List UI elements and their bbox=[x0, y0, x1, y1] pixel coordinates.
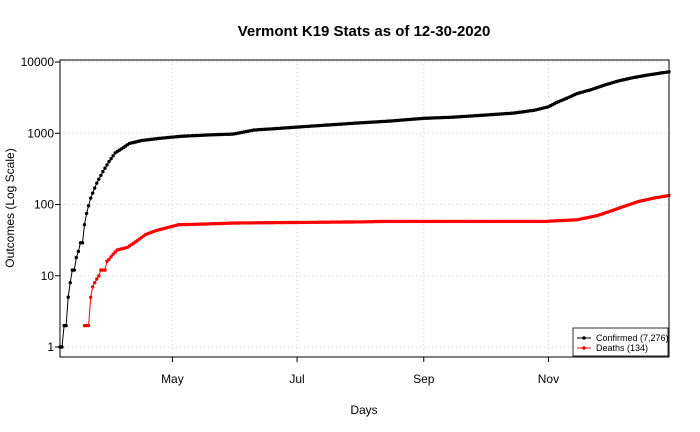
confirmed-point bbox=[111, 154, 115, 158]
x-axis: May Jul Sep Nov bbox=[161, 357, 559, 386]
confirmed-line bbox=[60, 71, 670, 348]
confirmed-point bbox=[82, 223, 87, 227]
y-tick-label: 1000 bbox=[27, 126, 54, 140]
chart-title: Vermont K19 Stats as of 12-30-2020 bbox=[238, 23, 491, 40]
x-tick-label: May bbox=[161, 372, 184, 386]
y-tick-label: 1 bbox=[47, 340, 54, 354]
grid bbox=[60, 60, 669, 357]
deaths-point bbox=[107, 257, 111, 261]
confirmed-point bbox=[101, 169, 105, 174]
deaths-point bbox=[111, 252, 115, 256]
deaths-point bbox=[97, 274, 101, 278]
confirmed-point bbox=[86, 204, 91, 208]
confirmed-point bbox=[91, 191, 95, 195]
legend-confirmed-label: Confirmed (7,276) bbox=[596, 333, 669, 343]
confirmed-point bbox=[76, 249, 81, 254]
confirmed-point bbox=[89, 196, 93, 200]
legend-deaths-marker bbox=[582, 346, 586, 350]
confirmed-point bbox=[93, 186, 97, 190]
deaths-point bbox=[91, 285, 95, 289]
confirmed-point bbox=[64, 323, 68, 328]
deaths-point bbox=[93, 281, 97, 285]
confirmed-point bbox=[66, 295, 70, 299]
x-tick-label: Sep bbox=[413, 372, 435, 386]
confirmed-point bbox=[74, 255, 79, 260]
y-tick-label: 10000 bbox=[21, 55, 55, 69]
confirmed-point bbox=[99, 173, 103, 178]
confirmed-point bbox=[68, 281, 72, 285]
confirmed-point bbox=[60, 345, 64, 349]
confirmed-point bbox=[80, 241, 85, 245]
confirmed-point bbox=[107, 159, 111, 164]
deaths-point bbox=[86, 323, 91, 328]
legend-confirmed-marker bbox=[582, 336, 586, 340]
confirmed-series bbox=[58, 70, 671, 349]
confirmed-point bbox=[103, 166, 107, 170]
confirmed-point bbox=[72, 268, 77, 272]
y-axis-label: Outcomes (Log Scale) bbox=[3, 148, 17, 267]
deaths-point bbox=[103, 268, 107, 272]
data-layer bbox=[58, 70, 671, 349]
confirmed-point bbox=[95, 181, 99, 185]
deaths-series bbox=[82, 193, 671, 328]
legend: Confirmed (7,276) Deaths (134) bbox=[572, 327, 669, 357]
legend-deaths-label: Deaths (134) bbox=[596, 343, 648, 353]
confirmed-point bbox=[105, 163, 109, 167]
confirmed-point bbox=[97, 177, 101, 181]
confirmed-point bbox=[84, 211, 89, 216]
x-tick-label: Jul bbox=[289, 372, 304, 386]
plot-frame bbox=[59, 59, 670, 358]
confirmed-point bbox=[109, 157, 113, 161]
deaths-point bbox=[95, 277, 99, 281]
x-tick-label: Nov bbox=[538, 372, 559, 386]
deaths-point bbox=[89, 295, 93, 299]
y-axis: 1 10 100 1000 10000 bbox=[21, 55, 60, 354]
x-axis-label: Days bbox=[350, 403, 377, 417]
legend-box bbox=[572, 327, 669, 357]
y-tick-label: 10 bbox=[41, 269, 55, 283]
y-tick-label: 100 bbox=[34, 198, 54, 212]
deaths-point bbox=[109, 255, 113, 259]
